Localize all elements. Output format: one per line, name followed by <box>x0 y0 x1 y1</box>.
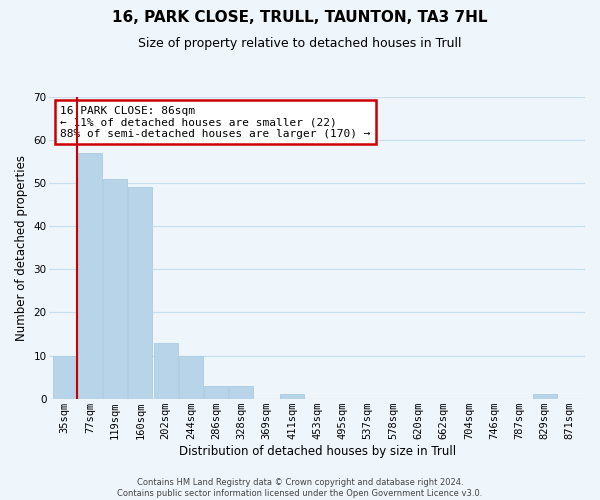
Bar <box>179 356 203 399</box>
Text: 16, PARK CLOSE, TRULL, TAUNTON, TA3 7HL: 16, PARK CLOSE, TRULL, TAUNTON, TA3 7HL <box>112 10 488 25</box>
Bar <box>280 394 304 398</box>
Bar <box>154 342 178 398</box>
Text: 16 PARK CLOSE: 86sqm
← 11% of detached houses are smaller (22)
88% of semi-detac: 16 PARK CLOSE: 86sqm ← 11% of detached h… <box>60 106 371 139</box>
Bar <box>128 187 152 398</box>
Text: Contains HM Land Registry data © Crown copyright and database right 2024.
Contai: Contains HM Land Registry data © Crown c… <box>118 478 482 498</box>
Bar <box>53 356 77 399</box>
Bar <box>533 394 557 398</box>
Bar <box>204 386 228 398</box>
Text: Size of property relative to detached houses in Trull: Size of property relative to detached ho… <box>138 38 462 51</box>
X-axis label: Distribution of detached houses by size in Trull: Distribution of detached houses by size … <box>179 444 456 458</box>
Bar <box>103 178 127 398</box>
Bar <box>229 386 253 398</box>
Bar <box>78 152 102 398</box>
Y-axis label: Number of detached properties: Number of detached properties <box>15 154 28 340</box>
